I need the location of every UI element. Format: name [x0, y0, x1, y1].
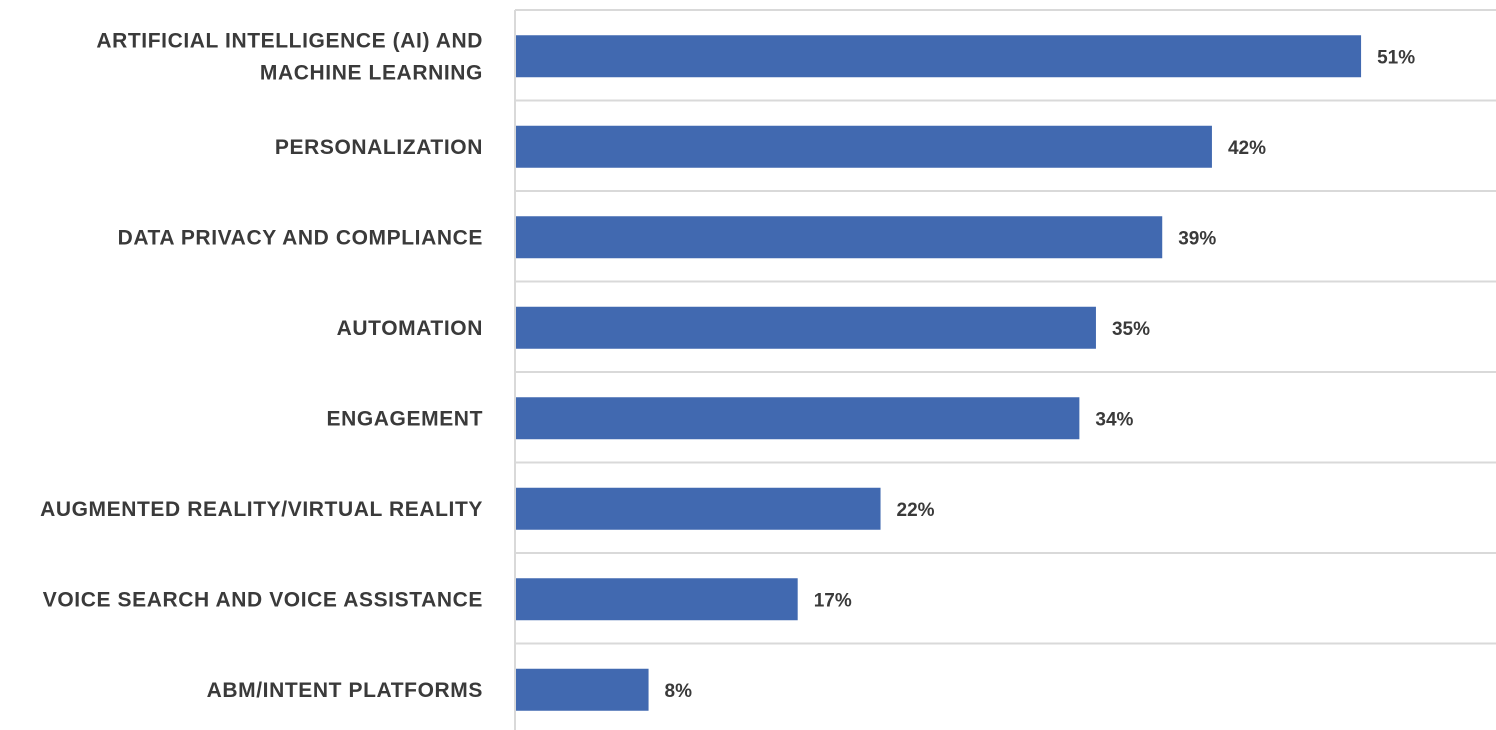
gridlines [515, 9, 1496, 645]
category-label-line: MACHINE LEARNING [260, 61, 483, 84]
data-label: 35% [1112, 319, 1150, 340]
bar [516, 668, 649, 711]
data-label: 39% [1178, 228, 1216, 249]
bar [516, 397, 1080, 440]
data-label: 51% [1377, 47, 1415, 68]
category-label: ABM/INTENT PLATFORMS [207, 679, 483, 702]
bar [516, 216, 1163, 259]
category-label: VOICE SEARCH AND VOICE ASSISTANCE [43, 588, 483, 611]
bar [516, 125, 1212, 168]
data-label: 8% [665, 681, 693, 702]
bars [516, 35, 1362, 711]
category-label-line: ABM/INTENT PLATFORMS [207, 679, 483, 702]
value-labels: 51% 42% 39% 35% 34% 22% 17% 8% [665, 47, 1416, 702]
bar [516, 35, 1362, 78]
category-label-line: ARTIFICIAL INTELLIGENCE (AI) AND [96, 29, 483, 52]
category-labels: ARTIFICIAL INTELLIGENCE (AI) AND MACHINE … [40, 29, 483, 702]
category-label-line: AUGMENTED REALITY/VIRTUAL REALITY [40, 498, 483, 521]
bar [516, 487, 881, 530]
category-label-line: ENGAGEMENT [326, 407, 483, 430]
bar [516, 306, 1096, 349]
bar [516, 578, 798, 621]
category-label: DATA PRIVACY AND COMPLIANCE [118, 226, 483, 249]
data-label: 22% [897, 500, 935, 521]
category-label: ARTIFICIAL INTELLIGENCE (AI) AND MACHINE … [96, 29, 483, 84]
data-label: 17% [814, 590, 852, 611]
data-label: 34% [1095, 409, 1133, 430]
data-label: 42% [1228, 138, 1266, 159]
category-label: AUGMENTED REALITY/VIRTUAL REALITY [40, 498, 483, 521]
category-label-line: PERSONALIZATION [275, 136, 483, 159]
category-label: ENGAGEMENT [326, 407, 483, 430]
category-label: AUTOMATION [337, 317, 483, 340]
category-label: PERSONALIZATION [275, 136, 483, 159]
category-label-line: DATA PRIVACY AND COMPLIANCE [118, 226, 483, 249]
category-label-line: AUTOMATION [337, 317, 483, 340]
category-label-line: VOICE SEARCH AND VOICE ASSISTANCE [43, 588, 483, 611]
